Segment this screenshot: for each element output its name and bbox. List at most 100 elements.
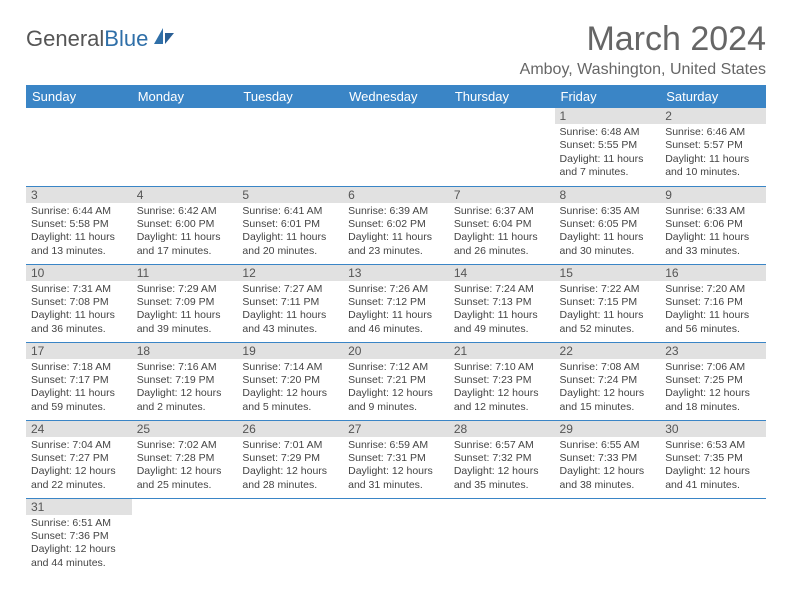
calendar-table: Sunday Monday Tuesday Wednesday Thursday… — [26, 85, 766, 576]
calendar-cell: 30Sunrise: 6:53 AMSunset: 7:35 PMDayligh… — [660, 420, 766, 498]
calendar-row: 10Sunrise: 7:31 AMSunset: 7:08 PMDayligh… — [26, 264, 766, 342]
calendar-cell: 14Sunrise: 7:24 AMSunset: 7:13 PMDayligh… — [449, 264, 555, 342]
sail-icon — [152, 26, 176, 52]
sunset-text: Sunset: 6:02 PM — [348, 218, 444, 231]
calendar-cell: 23Sunrise: 7:06 AMSunset: 7:25 PMDayligh… — [660, 342, 766, 420]
day-details: Sunrise: 6:57 AMSunset: 7:32 PMDaylight:… — [449, 437, 555, 496]
daylight-text: Daylight: 11 hours and 23 minutes. — [348, 231, 444, 258]
calendar-cell: 9Sunrise: 6:33 AMSunset: 6:06 PMDaylight… — [660, 186, 766, 264]
weekday-header: Sunday — [26, 85, 132, 108]
sunset-text: Sunset: 7:25 PM — [665, 374, 761, 387]
day-details: Sunrise: 7:10 AMSunset: 7:23 PMDaylight:… — [449, 359, 555, 418]
calendar-cell: 24Sunrise: 7:04 AMSunset: 7:27 PMDayligh… — [26, 420, 132, 498]
calendar-cell — [555, 498, 661, 576]
daylight-text: Daylight: 11 hours and 36 minutes. — [31, 309, 127, 336]
daylight-text: Daylight: 11 hours and 43 minutes. — [242, 309, 338, 336]
sunrise-text: Sunrise: 6:46 AM — [665, 126, 761, 139]
sunrise-text: Sunrise: 7:26 AM — [348, 283, 444, 296]
sunrise-text: Sunrise: 7:06 AM — [665, 361, 761, 374]
sunrise-text: Sunrise: 7:20 AM — [665, 283, 761, 296]
sunset-text: Sunset: 7:31 PM — [348, 452, 444, 465]
calendar-row: 3Sunrise: 6:44 AMSunset: 5:58 PMDaylight… — [26, 186, 766, 264]
calendar-row: 24Sunrise: 7:04 AMSunset: 7:27 PMDayligh… — [26, 420, 766, 498]
day-details: Sunrise: 6:35 AMSunset: 6:05 PMDaylight:… — [555, 203, 661, 262]
weekday-header: Tuesday — [237, 85, 343, 108]
day-details: Sunrise: 7:14 AMSunset: 7:20 PMDaylight:… — [237, 359, 343, 418]
day-details: Sunrise: 7:22 AMSunset: 7:15 PMDaylight:… — [555, 281, 661, 340]
sunrise-text: Sunrise: 7:14 AM — [242, 361, 338, 374]
day-details: Sunrise: 6:39 AMSunset: 6:02 PMDaylight:… — [343, 203, 449, 262]
day-details: Sunrise: 6:41 AMSunset: 6:01 PMDaylight:… — [237, 203, 343, 262]
day-details: Sunrise: 7:31 AMSunset: 7:08 PMDaylight:… — [26, 281, 132, 340]
daylight-text: Daylight: 11 hours and 30 minutes. — [560, 231, 656, 258]
calendar-cell — [132, 498, 238, 576]
daylight-text: Daylight: 12 hours and 35 minutes. — [454, 465, 550, 492]
daylight-text: Daylight: 12 hours and 28 minutes. — [242, 465, 338, 492]
calendar-cell: 27Sunrise: 6:59 AMSunset: 7:31 PMDayligh… — [343, 420, 449, 498]
sunrise-text: Sunrise: 7:10 AM — [454, 361, 550, 374]
weekday-header: Saturday — [660, 85, 766, 108]
sunset-text: Sunset: 5:57 PM — [665, 139, 761, 152]
sunrise-text: Sunrise: 7:12 AM — [348, 361, 444, 374]
sunset-text: Sunset: 7:15 PM — [560, 296, 656, 309]
daylight-text: Daylight: 11 hours and 46 minutes. — [348, 309, 444, 336]
sunrise-text: Sunrise: 6:53 AM — [665, 439, 761, 452]
sunrise-text: Sunrise: 7:31 AM — [31, 283, 127, 296]
sunset-text: Sunset: 7:11 PM — [242, 296, 338, 309]
day-number: 8 — [555, 187, 661, 203]
weekday-header: Monday — [132, 85, 238, 108]
day-details: Sunrise: 6:33 AMSunset: 6:06 PMDaylight:… — [660, 203, 766, 262]
daylight-text: Daylight: 12 hours and 5 minutes. — [242, 387, 338, 414]
daylight-text: Daylight: 11 hours and 59 minutes. — [31, 387, 127, 414]
location: Amboy, Washington, United States — [520, 61, 766, 79]
day-details: Sunrise: 7:27 AMSunset: 7:11 PMDaylight:… — [237, 281, 343, 340]
calendar-cell: 26Sunrise: 7:01 AMSunset: 7:29 PMDayligh… — [237, 420, 343, 498]
sunrise-text: Sunrise: 6:35 AM — [560, 205, 656, 218]
sunset-text: Sunset: 7:35 PM — [665, 452, 761, 465]
day-details: Sunrise: 6:42 AMSunset: 6:00 PMDaylight:… — [132, 203, 238, 262]
sunrise-text: Sunrise: 7:08 AM — [560, 361, 656, 374]
calendar-cell: 11Sunrise: 7:29 AMSunset: 7:09 PMDayligh… — [132, 264, 238, 342]
daylight-text: Daylight: 12 hours and 15 minutes. — [560, 387, 656, 414]
calendar-cell: 10Sunrise: 7:31 AMSunset: 7:08 PMDayligh… — [26, 264, 132, 342]
sunrise-text: Sunrise: 6:59 AM — [348, 439, 444, 452]
daylight-text: Daylight: 12 hours and 38 minutes. — [560, 465, 656, 492]
day-details: Sunrise: 7:12 AMSunset: 7:21 PMDaylight:… — [343, 359, 449, 418]
sunset-text: Sunset: 7:33 PM — [560, 452, 656, 465]
day-details: Sunrise: 7:02 AMSunset: 7:28 PMDaylight:… — [132, 437, 238, 496]
day-number: 27 — [343, 421, 449, 437]
day-number: 7 — [449, 187, 555, 203]
sunset-text: Sunset: 7:36 PM — [31, 530, 127, 543]
daylight-text: Daylight: 11 hours and 17 minutes. — [137, 231, 233, 258]
daylight-text: Daylight: 12 hours and 12 minutes. — [454, 387, 550, 414]
sunset-text: Sunset: 7:19 PM — [137, 374, 233, 387]
sunset-text: Sunset: 7:12 PM — [348, 296, 444, 309]
daylight-text: Daylight: 11 hours and 26 minutes. — [454, 231, 550, 258]
day-details: Sunrise: 7:08 AMSunset: 7:24 PMDaylight:… — [555, 359, 661, 418]
day-details: Sunrise: 6:55 AMSunset: 7:33 PMDaylight:… — [555, 437, 661, 496]
calendar-cell: 2Sunrise: 6:46 AMSunset: 5:57 PMDaylight… — [660, 108, 766, 186]
calendar-cell: 22Sunrise: 7:08 AMSunset: 7:24 PMDayligh… — [555, 342, 661, 420]
sunrise-text: Sunrise: 6:44 AM — [31, 205, 127, 218]
day-number: 16 — [660, 265, 766, 281]
calendar-cell: 16Sunrise: 7:20 AMSunset: 7:16 PMDayligh… — [660, 264, 766, 342]
day-details: Sunrise: 7:26 AMSunset: 7:12 PMDaylight:… — [343, 281, 449, 340]
sunrise-text: Sunrise: 7:22 AM — [560, 283, 656, 296]
sunrise-text: Sunrise: 6:42 AM — [137, 205, 233, 218]
month-title: March 2024 — [520, 20, 766, 59]
day-number: 15 — [555, 265, 661, 281]
day-details: Sunrise: 7:01 AMSunset: 7:29 PMDaylight:… — [237, 437, 343, 496]
daylight-text: Daylight: 12 hours and 9 minutes. — [348, 387, 444, 414]
daylight-text: Daylight: 12 hours and 22 minutes. — [31, 465, 127, 492]
sunrise-text: Sunrise: 6:48 AM — [560, 126, 656, 139]
day-details: Sunrise: 7:24 AMSunset: 7:13 PMDaylight:… — [449, 281, 555, 340]
calendar-cell: 17Sunrise: 7:18 AMSunset: 7:17 PMDayligh… — [26, 342, 132, 420]
day-number: 30 — [660, 421, 766, 437]
day-details: Sunrise: 7:18 AMSunset: 7:17 PMDaylight:… — [26, 359, 132, 418]
sunset-text: Sunset: 7:17 PM — [31, 374, 127, 387]
day-number: 12 — [237, 265, 343, 281]
calendar-cell: 28Sunrise: 6:57 AMSunset: 7:32 PMDayligh… — [449, 420, 555, 498]
sunrise-text: Sunrise: 7:18 AM — [31, 361, 127, 374]
day-details: Sunrise: 6:51 AMSunset: 7:36 PMDaylight:… — [26, 515, 132, 574]
calendar-cell — [343, 498, 449, 576]
